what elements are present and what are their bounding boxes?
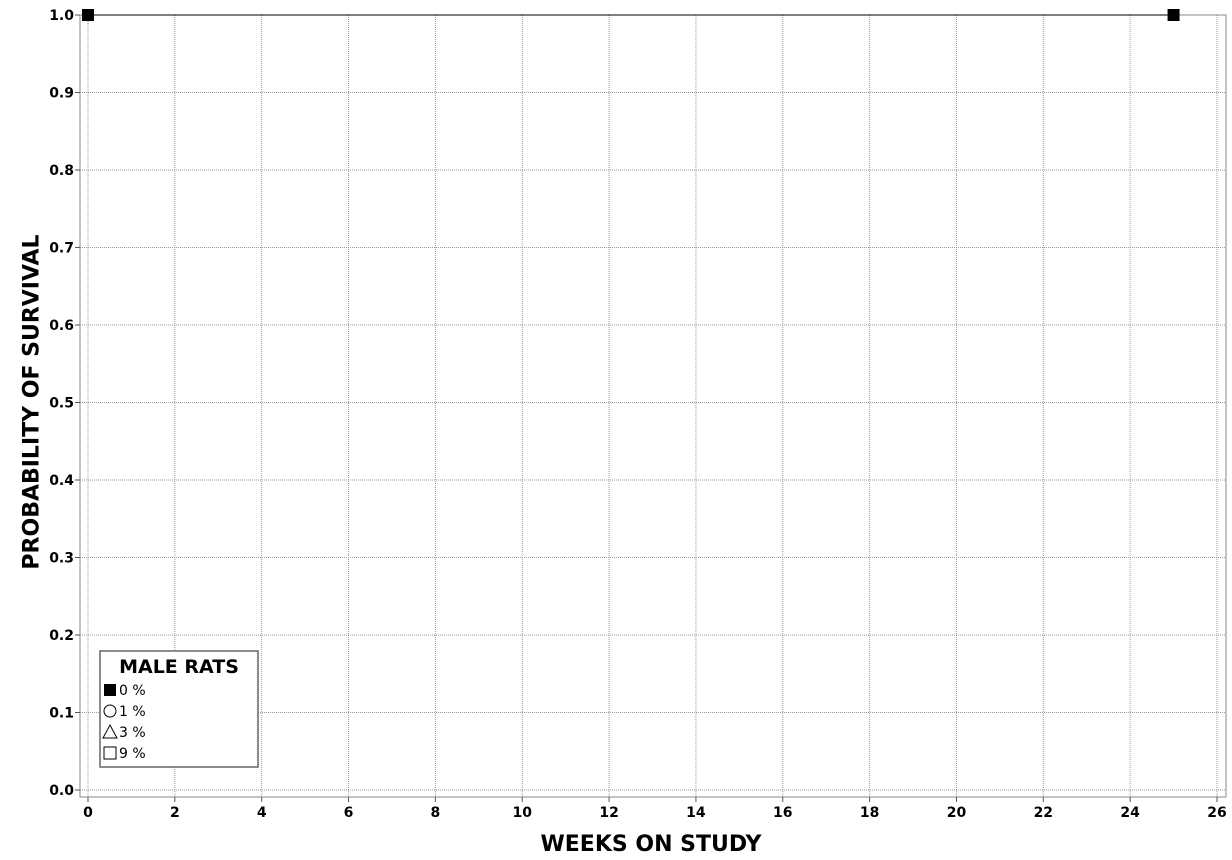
x-tick-label: 4 [257,805,267,821]
grid [80,14,1226,797]
legend-marker-open-triangle [102,723,118,739]
y-tick-label: 0.9 [49,86,74,102]
x-tick-label: 12 [599,805,618,821]
data-point-0pct [82,9,94,21]
legend-box [99,650,259,768]
y-tick-label: 1.0 [49,8,74,24]
x-tick-label: 22 [1034,805,1053,821]
y-tick-label: 0.4 [49,473,74,489]
y-tick-label: 0.6 [49,318,74,334]
legend-entries: 0 % 1 % 3 % 9 % [102,683,146,762]
x-tick-label: 16 [773,805,792,821]
legend: MALE RATS 0 % 1 % 3 % 9 % [99,650,259,768]
x-tick-label: 10 [512,805,532,821]
x-tick-label: 26 [1207,805,1226,821]
series-group [82,9,1180,21]
x-tick-label: 0 [83,805,93,821]
legend-entry-label: 9 % [119,746,146,762]
legend-entry-label: 0 % [119,683,146,699]
y-tick-label: 0.8 [49,163,74,179]
y-tick-label: 0.1 [49,706,74,722]
data-point-0pct [1167,9,1180,21]
y-axis-title: PROBABILITY OF SURVIVAL [20,234,45,569]
y-tick-label: 0.7 [49,241,74,257]
legend-marker-open-square [103,746,117,760]
y-axis-ticks: 0.0 0.1 0.2 0.3 0.4 0.5 0.6 0.7 0.8 0.9 1.0 [49,8,80,799]
legend-entry-label: 1 % [119,704,146,720]
x-tick-label: 6 [344,805,354,821]
x-tick-label: 2 [170,805,180,821]
x-tick-label: 20 [947,805,967,821]
legend-title: MALE RATS [119,656,239,678]
legend-marker-filled-square [104,684,116,696]
x-tick-label: 18 [860,805,879,821]
y-tick-label: 0.3 [49,551,74,567]
x-axis-ticks: 0 2 4 6 8 10 12 14 16 18 20 22 24 26 [83,797,1227,821]
y-tick-label: 0.0 [49,783,74,799]
legend-entry-label: 3 % [119,725,146,741]
legend-marker-open-circle [103,704,117,718]
x-tick-label: 8 [431,805,441,821]
y-tick-label: 0.2 [49,628,74,644]
x-tick-label: 24 [1120,805,1140,821]
x-tick-label: 14 [686,805,706,821]
x-axis-title: WEEKS ON STUDY [541,832,763,857]
y-tick-label: 0.5 [49,396,74,412]
